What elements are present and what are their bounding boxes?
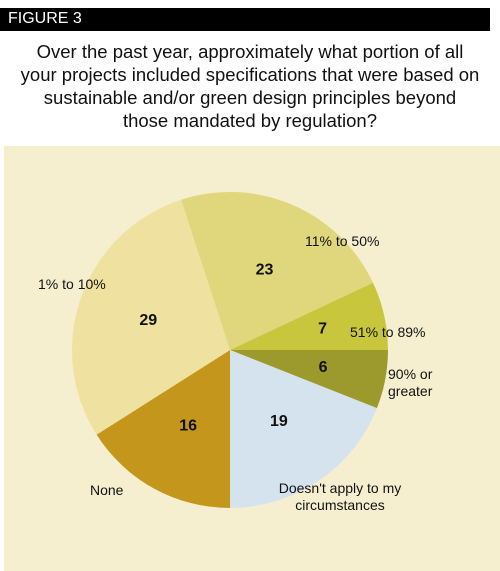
- pie-slice: [181, 192, 373, 350]
- data-label: 6: [319, 359, 328, 376]
- pie-slice: [230, 282, 388, 350]
- figure-label: FIGURE 3: [8, 10, 82, 27]
- category-label: 51% to 89%: [350, 324, 426, 340]
- category-label: Doesn't apply to my circumstances: [278, 480, 402, 513]
- data-label: 19: [270, 413, 288, 430]
- pie-slice: [71, 199, 230, 435]
- pie-slice: [230, 350, 377, 508]
- category-label: 11% to 50%: [305, 233, 380, 249]
- data-label: 16: [179, 417, 197, 434]
- category-label: 1% to 10%: [38, 276, 106, 292]
- pie-slice: [96, 350, 230, 508]
- data-label: 7: [318, 321, 327, 338]
- pie-slice: [230, 350, 389, 409]
- header-bar: [0, 8, 490, 31]
- chart-title: Over the past year, approximately what p…: [20, 41, 480, 131]
- data-label: 29: [139, 312, 157, 329]
- category-label: 90% or greater: [388, 366, 433, 399]
- category-label: None: [90, 482, 124, 498]
- data-label: 23: [256, 261, 274, 278]
